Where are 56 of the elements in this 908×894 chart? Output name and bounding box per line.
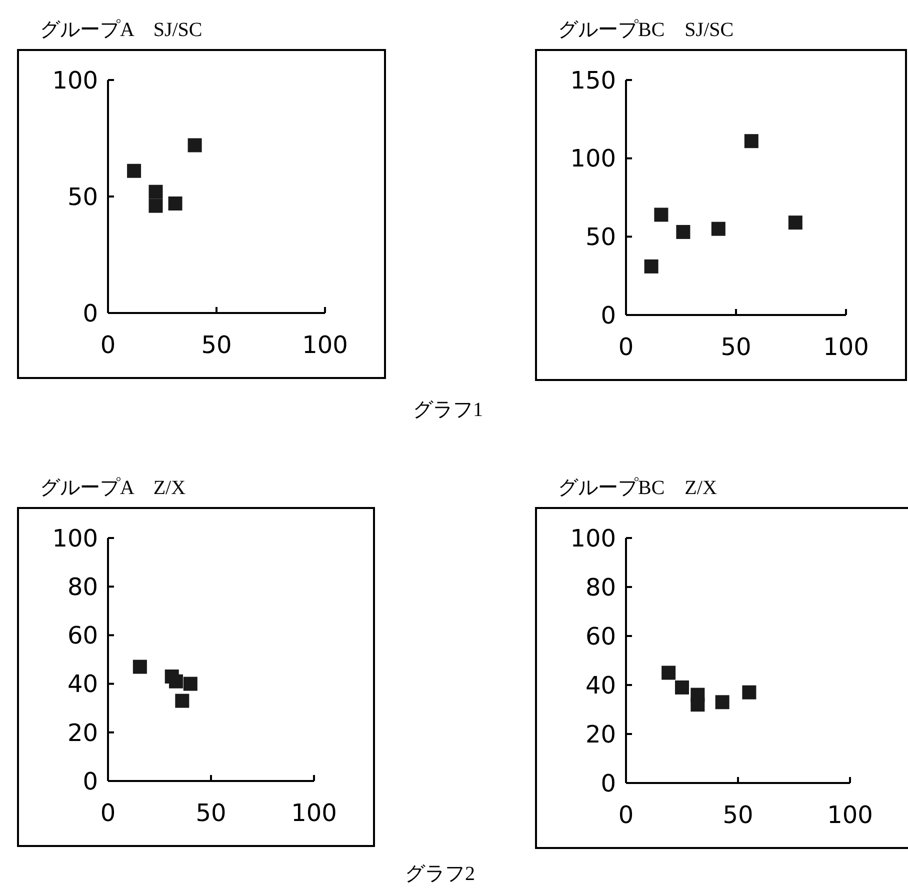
- point: [788, 216, 802, 230]
- point: [148, 184, 163, 199]
- x-tick-label: 50: [720, 333, 752, 361]
- point: [654, 208, 668, 222]
- y-tick-label: 100: [52, 66, 98, 94]
- y-tick-label: 100: [570, 524, 616, 552]
- y-tick-label: 100: [570, 144, 616, 173]
- x-tick-label: 100: [291, 799, 337, 827]
- y-tick-label: 150: [570, 66, 616, 94]
- point: [127, 164, 142, 178]
- chart-title: グループA SJ/SC: [40, 19, 202, 41]
- point: [175, 694, 190, 708]
- chart-title: グループA Z/X: [40, 477, 186, 499]
- x-tick-label: 0: [100, 331, 116, 359]
- point: [711, 222, 726, 236]
- y-tick-label: 0: [82, 299, 98, 328]
- chart-title: グループBC SJ/SC: [558, 19, 734, 41]
- x-tick-label: 0: [100, 799, 116, 827]
- point: [742, 685, 756, 700]
- x-tick-label: 50: [196, 799, 226, 827]
- y-tick-label: 20: [67, 718, 98, 747]
- point: [188, 138, 202, 152]
- y-tick-label: 60: [585, 622, 616, 650]
- point: [675, 680, 689, 694]
- x-tick-label: 0: [618, 333, 634, 361]
- x-tick-label: 100: [823, 333, 869, 361]
- point: [744, 134, 758, 148]
- x-tick-label: 0: [618, 801, 634, 829]
- y-tick-label: 0: [82, 767, 98, 796]
- text: グラフ2: [405, 863, 475, 885]
- point: [148, 198, 163, 213]
- y-tick-label: 50: [67, 182, 98, 211]
- point: [644, 259, 658, 274]
- y-tick-label: 80: [67, 573, 98, 601]
- y-tick-label: 100: [52, 524, 98, 552]
- text: グラフ1: [413, 399, 483, 421]
- x-tick-label: 100: [827, 801, 873, 829]
- point: [690, 698, 705, 712]
- y-tick-label: 50: [585, 223, 616, 252]
- chart-title: グループBC Z/X: [558, 477, 718, 499]
- y-tick-label: 40: [67, 670, 98, 698]
- y-tick-label: 20: [585, 720, 616, 748]
- point: [715, 695, 730, 710]
- y-tick-label: 40: [585, 671, 616, 700]
- x-tick-label: 50: [201, 331, 232, 359]
- y-tick-label: 0: [600, 769, 616, 798]
- point: [132, 660, 147, 674]
- y-tick-label: 0: [600, 301, 616, 330]
- y-tick-label: 60: [67, 622, 98, 650]
- x-tick-label: 100: [302, 331, 348, 359]
- y-tick-label: 80: [585, 573, 616, 602]
- point: [662, 666, 676, 680]
- point: [168, 196, 182, 210]
- point: [676, 224, 690, 239]
- x-tick-label: 50: [722, 801, 754, 829]
- point: [183, 676, 198, 691]
